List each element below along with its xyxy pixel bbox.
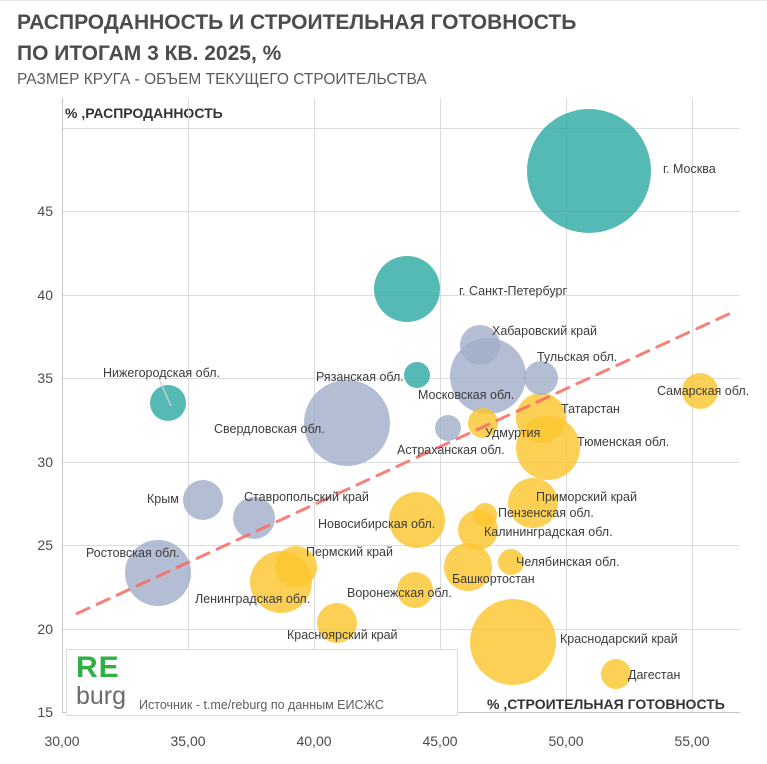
region-label: г. Москва: [663, 162, 716, 176]
y-tick-label: 15: [37, 704, 53, 720]
y-axis-line: [62, 98, 63, 712]
region-label: Нижегородская обл.: [103, 366, 220, 380]
region-label: Башкортостан: [452, 572, 535, 586]
y-tick-label: 25: [37, 537, 53, 553]
region-label: Краснодарский край: [560, 632, 678, 646]
region-label: Крым: [147, 492, 179, 506]
y-tick-label: 35: [37, 370, 53, 386]
region-label: Приморский край: [536, 490, 637, 504]
region-label: Удмуртия: [485, 426, 541, 440]
region-label: Татарстан: [561, 402, 620, 416]
x-axis-title: % ,СТРОИТЕЛЬНАЯ ГОТОВНОСТЬ: [487, 696, 725, 712]
y-gridline: [62, 461, 740, 463]
region-label: Калининградская обл.: [484, 525, 613, 539]
y-axis-title: % ,РАСПРОДАННОСТЬ: [65, 105, 223, 121]
data-bubble: [523, 361, 558, 395]
region-label: Ставропольский край: [244, 490, 369, 504]
x-tick-label: 30,00: [44, 733, 80, 749]
data-bubble: [374, 256, 441, 323]
data-bubble: [601, 658, 632, 689]
region-label: Новосибирская обл.: [318, 517, 436, 531]
x-tick-label: 40,00: [296, 733, 332, 749]
x-tick-label: 55,00: [674, 733, 710, 749]
x-gridline: [188, 98, 189, 712]
x-tick-label: 45,00: [422, 733, 458, 749]
data-bubble: [183, 479, 224, 520]
source-note: Источник - t.me/reburg по данным ЕИСЖС: [139, 698, 384, 712]
region-label: Пензенская обл.: [498, 506, 594, 520]
region-label: Астраханская обл.: [397, 443, 505, 457]
reburg-logo-top: RE: [76, 651, 120, 684]
region-label: Рязанская обл.: [316, 370, 404, 384]
data-bubble: [149, 385, 186, 422]
data-bubble: [526, 108, 651, 233]
y-tick-label: 20: [37, 620, 53, 637]
region-label: Дагестан: [628, 668, 681, 682]
data-bubble: [404, 361, 431, 388]
data-bubble: [470, 598, 557, 685]
chart-title-line1: РАСПРОДАННОСТЬ И СТРОИТЕЛЬНАЯ ГОТОВНОСТЬ: [17, 11, 577, 34]
region-label: Тюменская обл.: [577, 435, 670, 449]
chart-subtitle: РАЗМЕР КРУГА - ОБЪЕМ ТЕКУЩЕГО СТРОИТЕЛЬС…: [17, 71, 427, 88]
region-label: Челябинская обл.: [516, 555, 620, 569]
footer-panel: [66, 649, 458, 716]
region-label: Свердловская обл.: [214, 422, 325, 436]
region-label: Тульская обл.: [537, 350, 618, 364]
y-tick-label: 45: [37, 203, 53, 219]
region-label: Красноярский край: [287, 628, 398, 642]
y-gridline: [62, 211, 740, 212]
region-label: Самарская обл.: [657, 384, 750, 398]
region-label: Пермский край: [306, 545, 393, 559]
y-gridline: [62, 127, 740, 129]
region-label: Московская обл.: [418, 388, 515, 402]
x-gridline: [440, 98, 441, 712]
region-label: Воронежская обл.: [347, 586, 452, 600]
reburg-logo-bottom: burg: [76, 682, 127, 710]
region-label: г. Санкт-Петербург: [459, 284, 568, 298]
y-tick-label: 40: [37, 286, 53, 303]
region-label: Ростовская обл.: [86, 546, 180, 560]
region-label: Ленинградская обл.: [195, 592, 311, 606]
data-bubble: [434, 415, 461, 442]
y-tick-label: 30: [37, 453, 53, 470]
x-tick-label: 35,00: [170, 733, 206, 749]
y-gridline: [62, 628, 740, 630]
region-label: Хабаровский край: [492, 324, 598, 338]
chart-title-line2: ПО ИТОГАМ 3 КВ. 2025, %: [17, 42, 282, 65]
x-tick-label: 50,00: [548, 733, 584, 749]
